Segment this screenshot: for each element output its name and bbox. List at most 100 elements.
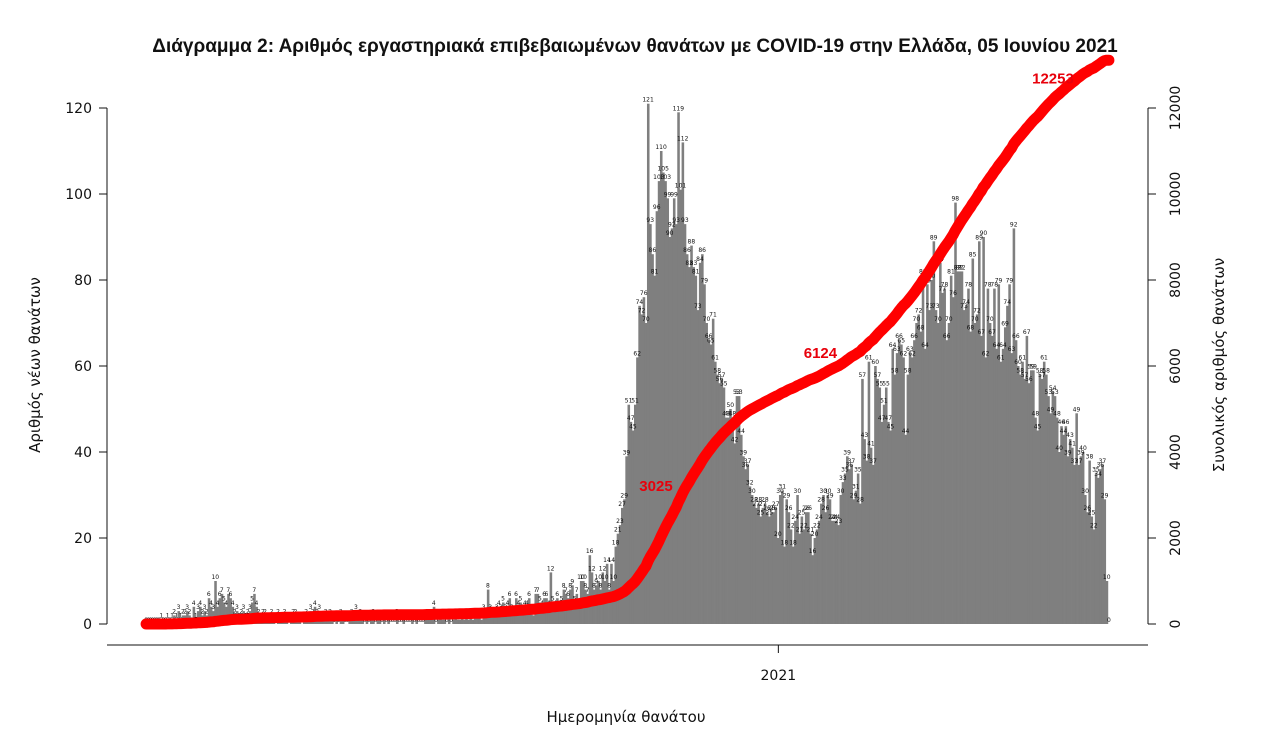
bar-value-label: 10 (601, 574, 609, 581)
bar (958, 271, 962, 624)
bar-value-label: 28 (750, 497, 758, 504)
bar (811, 555, 814, 624)
bar (1094, 473, 1098, 624)
bar (991, 335, 994, 624)
bar (1058, 452, 1061, 624)
bar (763, 503, 767, 624)
bar-value-label: 6 (207, 591, 211, 598)
bar (891, 348, 895, 624)
bar (910, 357, 914, 624)
bar (787, 512, 791, 624)
bars-group (160, 103, 1109, 625)
bar-value-label: 39 (623, 449, 631, 456)
y2-tick-label: 0 (1168, 620, 1184, 629)
bar (876, 378, 879, 624)
bar (900, 344, 903, 624)
bar (744, 469, 747, 624)
bar-value-label: 88 (688, 239, 696, 246)
bar (625, 456, 628, 624)
bar-value-label: 83 (690, 260, 698, 267)
bar-value-label: 1 (166, 613, 170, 620)
y2-axis-title: Συνολικός αριθμός θανάτων (1210, 258, 1228, 473)
bar (833, 520, 836, 624)
bar-value-label: 7 (564, 587, 568, 594)
bar-value-label: 86 (698, 247, 706, 254)
bar (1099, 469, 1102, 624)
bar (716, 374, 719, 624)
bar-value-label: 47 (884, 415, 892, 422)
bar (835, 520, 838, 624)
bar-value-label: 51 (880, 398, 888, 405)
bar-value-label: 0 (393, 617, 397, 624)
bar (616, 533, 620, 624)
bar (965, 305, 968, 624)
bar (798, 533, 801, 624)
bar (352, 619, 356, 624)
bar-value-label: 0 (406, 617, 410, 624)
bar-value-label: 28 (755, 497, 763, 504)
bar (945, 340, 949, 624)
bar-value-label: 30 (1081, 488, 1089, 495)
y2-tick-label: 12000 (1168, 86, 1184, 131)
bar-value-label: 70 (913, 316, 921, 323)
bar (577, 606, 581, 624)
bar (1097, 477, 1100, 624)
bar-value-label: 47 (878, 415, 886, 422)
bar-value-label: 57 (1021, 372, 1029, 379)
bar-value-label: 22 (800, 522, 808, 529)
bar-value-label: 2 (270, 608, 274, 615)
bar (454, 615, 457, 624)
bar (690, 245, 693, 624)
bar-value-label: 6 (229, 591, 233, 598)
bar-value-label: 41 (1068, 441, 1076, 448)
bar-value-label: 112 (677, 135, 689, 142)
bar (456, 619, 460, 624)
bar-value-label: 26 (785, 505, 793, 512)
bar (1060, 426, 1063, 624)
bar (460, 615, 464, 624)
bar-value-label: 77 (938, 286, 946, 293)
bar (651, 254, 654, 624)
bar-value-label: 4 (255, 600, 259, 607)
bar-value-label: 72 (915, 307, 923, 314)
bar-value-label: 6 (544, 591, 548, 598)
bar-value-label: 0 (434, 617, 438, 624)
bar-value-label: 30 (819, 488, 827, 495)
bar (800, 516, 804, 624)
bar-value-label: 10 (579, 574, 587, 581)
bar (1012, 228, 1016, 624)
bar (592, 589, 596, 624)
bar (1019, 374, 1022, 624)
x-axis-title: Ημερομηνία θανάτου (546, 708, 705, 726)
bar (828, 499, 832, 624)
bar (917, 314, 920, 624)
bar (623, 499, 626, 624)
x-tick-label: 2021 (761, 668, 797, 684)
bar (558, 606, 561, 624)
bar (439, 615, 442, 624)
bar (705, 323, 708, 624)
bar (701, 254, 704, 624)
bar-value-label: 37 (848, 458, 856, 465)
bar (465, 615, 468, 624)
bar-value-label: 36 (845, 462, 853, 469)
bar (1079, 456, 1083, 624)
bar (889, 430, 892, 624)
bar (679, 189, 682, 624)
bar-value-label: 39 (843, 449, 851, 456)
bar (737, 396, 741, 624)
bar (804, 512, 808, 624)
bar-value-label: 51 (625, 398, 633, 405)
bar-value-label: 0 (419, 617, 423, 624)
bar-value-label: 2 (181, 608, 185, 615)
bar-value-label: 45 (629, 424, 637, 431)
cumulative-labels-group: 3025 6124 12253 (639, 71, 1074, 495)
bar (320, 619, 323, 624)
bar (657, 181, 661, 624)
bar (1090, 516, 1094, 624)
bar (997, 284, 1001, 624)
bar (791, 546, 795, 624)
bar-value-label: 82 (954, 264, 962, 271)
bar-value-label: 66 (910, 333, 918, 340)
bar (750, 495, 754, 624)
